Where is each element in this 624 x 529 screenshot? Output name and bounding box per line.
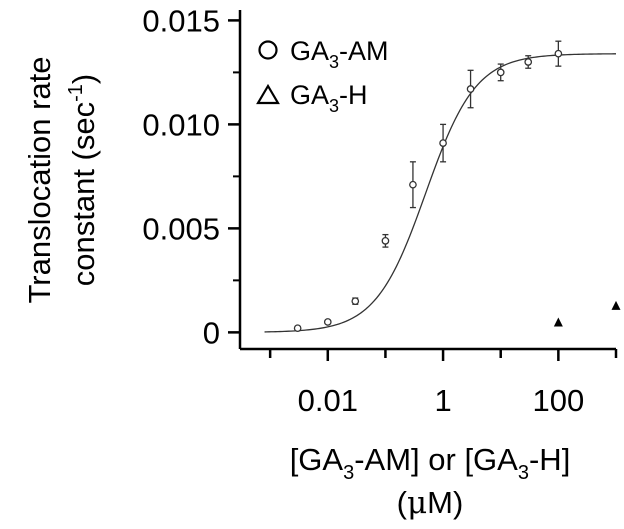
data-point-ga3-h xyxy=(611,300,621,310)
data-point-ga3-am xyxy=(323,318,332,326)
y-tick-label: 0 xyxy=(203,315,220,350)
legend-label-ga3-am: GA3-AM xyxy=(290,36,389,72)
x-axis-title-line1: [GA3-AM] or [GA3-H] xyxy=(290,442,571,484)
legend-item-ga3-h: GA3-H xyxy=(256,80,368,116)
x-axis-title-line2: (μM) xyxy=(397,485,464,521)
y-tick-label: 0.010 xyxy=(142,107,220,142)
x-tick-label: 100 xyxy=(532,383,584,418)
legend-item-ga3-am: GA3-AM xyxy=(258,36,389,72)
data-point-ga3-am xyxy=(439,139,447,147)
data-point-ga3-am xyxy=(293,324,302,333)
y-axis-title-line2: constant (sec-1) xyxy=(65,74,101,287)
data-point-ga3-am xyxy=(351,297,360,306)
x-tick-label: 1 xyxy=(434,383,451,418)
data-point-ga3-am xyxy=(409,180,417,189)
data-points xyxy=(293,40,621,333)
x-tick-label: 0.01 xyxy=(298,383,358,418)
y-ticks: 0 0.005 0.010 0.015 xyxy=(142,3,240,350)
y-axis-title-line1: Translocation rate xyxy=(22,57,57,304)
data-point-ga3-am xyxy=(554,49,563,58)
legend-circle-marker xyxy=(258,40,278,60)
legend-label-ga3-h: GA3-H xyxy=(290,80,368,116)
data-point-ga3-am xyxy=(496,68,505,77)
data-point-ga3-h xyxy=(553,317,563,327)
axes xyxy=(238,10,616,351)
y-tick-label: 0.005 xyxy=(142,211,220,246)
legend-triangle-marker xyxy=(256,83,280,105)
y-tick-label: 0.015 xyxy=(142,3,220,38)
data-point-ga3-am xyxy=(466,85,475,93)
legend: GA3-AM GA3-H xyxy=(256,36,389,116)
x-ticks: 0.01 1 100 xyxy=(268,349,618,418)
data-point-ga3-am xyxy=(524,58,533,66)
data-point-ga3-am xyxy=(381,237,390,245)
